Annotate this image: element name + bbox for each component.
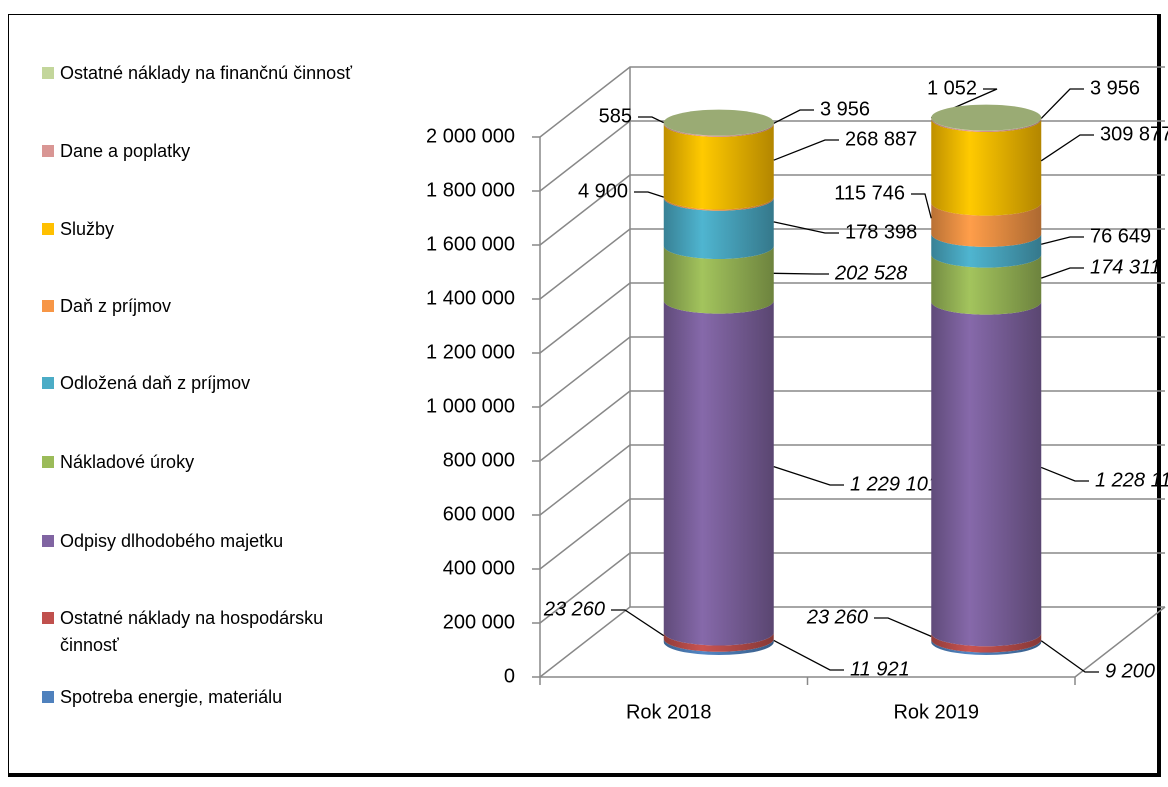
leader-line — [1040, 134, 1094, 162]
cylinder-segment — [931, 254, 1042, 315]
cylinder-segment — [931, 202, 1042, 247]
data-label: 23 260 — [806, 606, 868, 628]
leader-line — [773, 139, 839, 161]
legend-entry: Odložená daň z príjmov — [42, 370, 382, 397]
legend-label: Ostatné náklady na finančnú činnosť — [60, 63, 352, 83]
y-tick-label: 1 000 000 — [426, 395, 515, 417]
data-label: 1 052 — [927, 77, 977, 99]
leader-line — [773, 639, 844, 671]
cylinder-segment — [663, 632, 774, 652]
legend-entry: Spotreba energie, materiálu — [42, 684, 382, 711]
data-label: 115 746 — [834, 182, 905, 204]
legend-swatch — [42, 300, 54, 312]
legend-entry: Dane a poplatky — [42, 138, 382, 165]
legend-swatch — [42, 377, 54, 389]
legend-entry: Ostatné náklady na finančnú činnosť — [42, 60, 382, 87]
data-label: 174 311 — [1090, 256, 1161, 278]
data-label: 76 649 — [1090, 225, 1151, 247]
legend-label: Ostatné náklady na hospodársku činnosť — [60, 608, 324, 655]
cylinder-segment — [663, 245, 774, 314]
legend-label: Dane a poplatky — [60, 141, 191, 161]
data-label: 1 229 101 — [850, 473, 939, 495]
legend-swatch — [42, 145, 54, 157]
leader-line — [634, 191, 664, 198]
data-label: 23 260 — [543, 598, 605, 620]
cylinder-segment — [663, 123, 774, 210]
data-label: 1 228 115 — [1095, 469, 1168, 491]
y-tick-label: 1 600 000 — [426, 233, 515, 255]
y-tick-label: 600 000 — [443, 503, 515, 525]
leader-line — [773, 465, 844, 486]
leader-line — [1041, 236, 1084, 245]
legend-label: Odpisy dlhodobého majetku — [60, 531, 284, 551]
grid-line — [539, 66, 1165, 138]
legend-entry: Služby — [42, 216, 382, 243]
cylinder-segment — [663, 638, 774, 655]
legend-label: Odložená daň z príjmov — [60, 373, 251, 393]
legend-swatch — [42, 535, 54, 547]
y-tick-label: 1 200 000 — [426, 341, 515, 363]
leader-line — [638, 116, 665, 124]
y-tick-label: 2 000 000 — [426, 125, 515, 147]
cylinder-segment — [663, 197, 774, 259]
legend-label: Služby — [60, 219, 115, 239]
legend-entry: Ostatné náklady na hospodársku činnosť — [42, 605, 382, 659]
legend-swatch — [42, 456, 54, 468]
leader-line — [773, 221, 839, 234]
grid-line — [539, 282, 1165, 354]
chart-frame — [8, 14, 1161, 777]
x-tick-label: Rok 2019 — [893, 701, 979, 723]
y-tick-label: 200 000 — [443, 611, 515, 633]
legend-swatch — [42, 67, 54, 79]
cylinder-segment — [931, 301, 1042, 647]
legend-entry: Daň z príjmov — [42, 293, 382, 320]
cylinder-top — [663, 109, 774, 136]
data-label: 3 956 — [820, 98, 870, 120]
data-label: 11 921 — [850, 658, 910, 680]
legend-label: Daň z príjmov — [60, 296, 172, 316]
cylinder-segment — [931, 118, 1042, 216]
data-label: 3 956 — [1090, 77, 1140, 99]
legend-swatch — [42, 612, 54, 624]
data-label: 585 — [599, 105, 632, 127]
y-tick-label: 0 — [504, 665, 515, 687]
grid-line — [539, 336, 1165, 408]
leader-line — [1041, 267, 1084, 279]
leader-line — [911, 193, 932, 219]
cylinder-segment — [931, 633, 1042, 653]
cylinder-segment — [663, 300, 774, 646]
leader-line — [1040, 88, 1084, 119]
y-tick-label: 1 800 000 — [426, 179, 515, 201]
leader-line — [1040, 640, 1099, 673]
x-tick-label: Rok 2018 — [626, 701, 712, 723]
cylinder-segment — [931, 639, 1042, 655]
legend-entry: Nákladové úroky — [42, 449, 382, 476]
data-label: 9 200 — [1105, 660, 1155, 682]
legend-label: Nákladové úroky — [60, 452, 195, 472]
data-label: 4 900 — [578, 180, 628, 202]
cylinder-top — [931, 104, 1042, 131]
leader-line — [611, 609, 665, 637]
cylinder-segment — [931, 233, 1042, 268]
grid-line — [539, 498, 1165, 570]
y-tick-label: 800 000 — [443, 449, 515, 471]
legend-label: Spotreba energie, materiálu — [60, 687, 283, 707]
data-label: 202 528 — [834, 262, 907, 284]
leader-line — [874, 617, 932, 637]
leader-line — [773, 109, 814, 124]
leader-line — [1041, 466, 1089, 482]
y-tick-label: 400 000 — [443, 557, 515, 579]
legend-swatch — [42, 223, 54, 235]
y-tick-label: 1 400 000 — [426, 287, 515, 309]
data-label: 268 887 — [845, 128, 917, 150]
legend-swatch — [42, 691, 54, 703]
data-label: 309 877 — [1100, 123, 1168, 145]
legend-entry: Odpisy dlhodobého majetku — [42, 528, 382, 555]
grid-line — [539, 390, 1165, 462]
leader-line — [773, 272, 829, 275]
data-label: 178 398 — [845, 221, 917, 243]
